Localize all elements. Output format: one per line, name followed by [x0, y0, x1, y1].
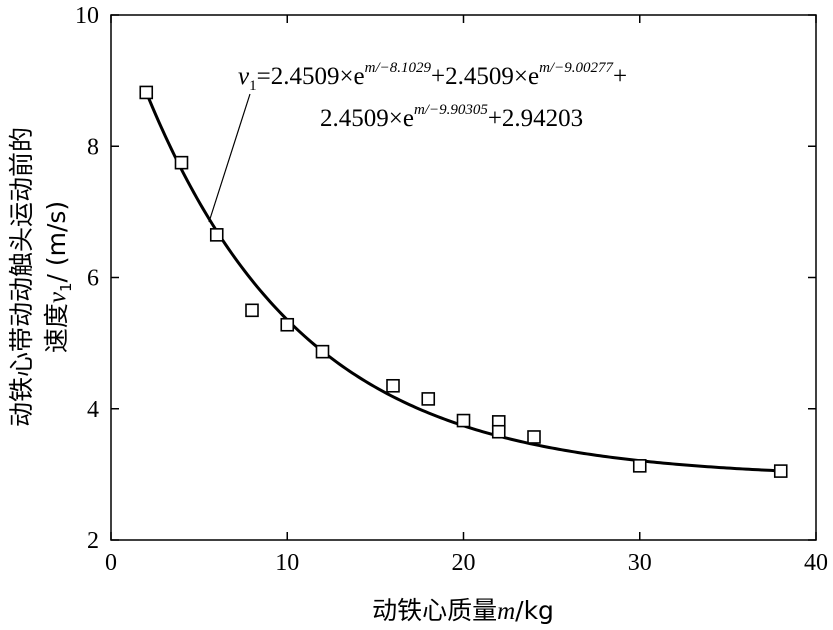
y-tick-label: 8	[87, 134, 99, 160]
y-title-sub: 1	[57, 283, 75, 293]
x-tick-label: 20	[452, 550, 476, 576]
x-title-prefix: 动铁心质量	[372, 596, 497, 625]
x-tick-label: 30	[628, 550, 652, 576]
data-point	[280, 317, 295, 332]
eq-term3: +	[613, 63, 627, 90]
data-point	[527, 430, 541, 444]
y-axis-title: 动铁心带动动触头运动前的 速度v1/ (m/s)	[7, 127, 75, 427]
eq-term1: =2.4509×e	[257, 63, 365, 90]
data-point	[315, 344, 330, 359]
x-title-unit: /kg	[515, 596, 554, 625]
x-axis-title: 动铁心质量m/kg	[372, 596, 554, 625]
eq-var-sub: 1	[249, 78, 257, 94]
data-point	[139, 85, 154, 100]
eq-exp1: m/−8.1029	[365, 60, 432, 76]
y-title-line2: 速度v1/ (m/s)	[42, 201, 75, 353]
x-title-var: m	[497, 598, 515, 625]
plot-area	[110, 14, 817, 541]
y-tick-label: 6	[87, 266, 99, 292]
y-title-prefix: 速度	[42, 303, 71, 353]
fit-equation-line2: 2.4509×em/−9.90305+2.94203	[320, 102, 583, 132]
eq-exp2: m/−9.00277	[539, 60, 614, 76]
y-title-suffix: / (m/s)	[42, 201, 71, 283]
x-tick-label: 10	[275, 550, 299, 576]
x-tick-label: 0	[105, 550, 117, 576]
eq-exp3: m/−9.90305	[414, 102, 488, 118]
tick-labels: 0 10 20 30 40 2 4 6 8 10	[75, 3, 828, 576]
y-tick-label: 10	[75, 3, 99, 29]
data-point	[421, 392, 436, 406]
y-title-var: v	[44, 291, 71, 303]
x-tick-label: 40	[804, 550, 828, 576]
data-point	[209, 228, 224, 242]
data-point	[773, 464, 788, 478]
eq-term5: +2.94203	[488, 105, 583, 132]
axis-ticks	[110, 14, 817, 541]
y-title-line1: 动铁心带动动触头运动前的	[7, 127, 36, 427]
eq-term2: +2.4509×e	[431, 63, 539, 90]
eq-var-v: v	[238, 63, 250, 90]
data-points	[139, 85, 788, 478]
fit-equation-line1: v1=2.4509×em/−8.1029+2.4509×em/−9.00277+	[238, 60, 627, 94]
y-tick-label: 2	[87, 528, 99, 554]
data-point	[174, 155, 189, 170]
data-point	[632, 459, 647, 473]
data-point	[245, 303, 259, 318]
eq-term4: 2.4509×e	[320, 105, 414, 132]
data-point	[456, 413, 471, 428]
y-tick-label: 4	[87, 397, 99, 423]
data-point	[386, 378, 400, 393]
data-point	[491, 424, 506, 439]
annotation-leader-line	[208, 93, 251, 223]
